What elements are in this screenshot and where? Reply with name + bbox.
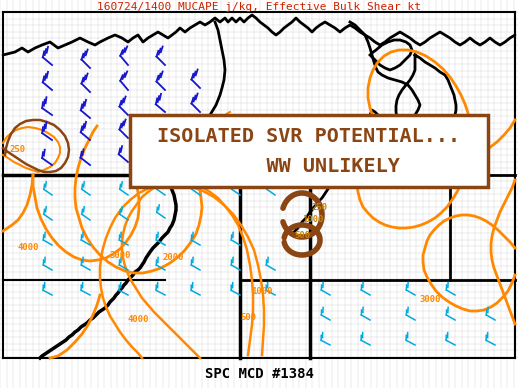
Text: 250: 250 — [10, 146, 26, 154]
Text: 250: 250 — [312, 203, 328, 211]
FancyBboxPatch shape — [130, 115, 488, 187]
Text: 500: 500 — [240, 314, 256, 322]
Text: 4000: 4000 — [127, 315, 149, 324]
Text: WW UNLIKELY: WW UNLIKELY — [218, 158, 400, 177]
Text: 1000: 1000 — [251, 288, 273, 296]
Text: 500: 500 — [294, 230, 310, 239]
Text: ISOLATED SVR POTENTIAL...: ISOLATED SVR POTENTIAL... — [157, 128, 461, 147]
Text: 160724/1400 MUCAPE j/kg, Effective Bulk Shear kt: 160724/1400 MUCAPE j/kg, Effective Bulk … — [97, 2, 421, 12]
Text: 3000: 3000 — [419, 296, 441, 305]
Text: 250: 250 — [207, 123, 223, 132]
Text: 3000: 3000 — [109, 251, 131, 260]
Text: 4000: 4000 — [17, 244, 39, 253]
Text: SPC MCD #1384: SPC MCD #1384 — [205, 367, 313, 381]
Text: 1000: 1000 — [302, 215, 324, 225]
Text: 2000: 2000 — [162, 253, 184, 263]
